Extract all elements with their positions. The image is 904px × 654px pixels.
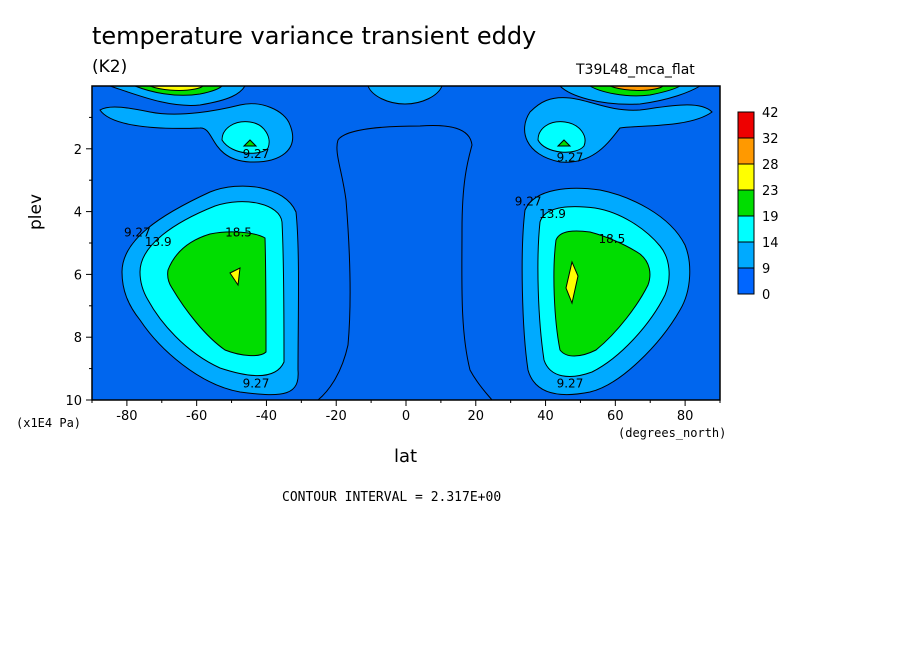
fill-left-lobe-l4 <box>229 267 241 287</box>
fill-upper-left-green <box>242 139 258 147</box>
y-tick-label: 4 <box>74 206 82 221</box>
x-tick-label: 40 <box>537 409 554 424</box>
colorbar-swatch <box>737 189 755 217</box>
contour-label: 13.9 <box>145 235 172 249</box>
contour-fills <box>99 85 713 401</box>
colorbar-label: 28 <box>762 158 779 173</box>
units-label: (K2) <box>92 57 128 77</box>
x-tick-label: -80 <box>116 409 137 424</box>
x-tick-label: -20 <box>326 409 347 424</box>
y-axis-units: (x1E4 Pa) <box>16 416 82 430</box>
contour-center <box>317 125 493 401</box>
contour-label: 13.9 <box>539 207 566 221</box>
contour-label: 9.27 <box>557 150 584 164</box>
fill-upper-left-cyan <box>221 121 270 154</box>
contour-label: 9.27 <box>243 376 270 390</box>
x-tick-label: -40 <box>256 409 277 424</box>
x-tick-label: -60 <box>186 409 207 424</box>
contour-label: 9.27 <box>243 147 270 161</box>
y-tick-label: 6 <box>74 268 82 283</box>
contour-label: 9.27 <box>124 226 151 240</box>
contour-label: 9.27 <box>557 376 584 390</box>
fill-upper-right-cyan <box>537 121 586 153</box>
x-axis-units: (degrees_north) <box>618 426 727 440</box>
colorbar-label: 14 <box>762 236 779 251</box>
colorbar-label: 19 <box>762 210 779 225</box>
contour-label: 18.5 <box>225 226 252 240</box>
colorbar-swatch <box>737 241 755 269</box>
dataset-label: T39L48_mca_flat <box>576 62 695 78</box>
fill-top-center <box>367 85 443 105</box>
contour-interval: CONTOUR INTERVAL = 2.317E+00 <box>282 490 502 505</box>
colorbar-swatch <box>737 137 755 165</box>
x-tick-label: 80 <box>677 409 694 424</box>
colorbar-swatch <box>737 215 755 243</box>
fill-upper-right-green <box>556 139 572 147</box>
fill-right-lobe-l4 <box>565 260 579 305</box>
colorbar-label: 32 <box>762 132 779 147</box>
colorbar-swatch <box>737 267 755 295</box>
colorbar-label: 9 <box>762 262 770 277</box>
y-axis: 2 4 6 8 10 <box>65 116 92 409</box>
x-tick-label: 60 <box>607 409 624 424</box>
y-tick-label: 2 <box>74 143 82 158</box>
x-tick-label: 0 <box>402 409 410 424</box>
y-tick-label: 8 <box>74 331 82 346</box>
contour-label: 18.5 <box>598 232 625 246</box>
x-tick-label: 20 <box>468 409 485 424</box>
x-axis: -80 -60 -40 -20 0 20 40 60 80 <box>91 400 721 424</box>
colorbar: 42 32 28 23 19 14 9 0 <box>737 106 779 303</box>
fill-left-lobe-l3 <box>167 231 267 357</box>
contour-label: 9.27 <box>515 194 542 208</box>
chart-title: temperature variance transient eddy <box>92 22 537 50</box>
x-axis-label: lat <box>394 446 418 467</box>
y-tick-label: 10 <box>65 394 82 409</box>
colorbar-swatch <box>737 163 755 191</box>
colorbar-label: 42 <box>762 106 779 121</box>
colorbar-label: 0 <box>762 288 770 303</box>
colorbar-label: 23 <box>762 184 779 199</box>
fill-right-lobe-l3 <box>553 230 651 357</box>
colorbar-swatch <box>737 111 755 139</box>
